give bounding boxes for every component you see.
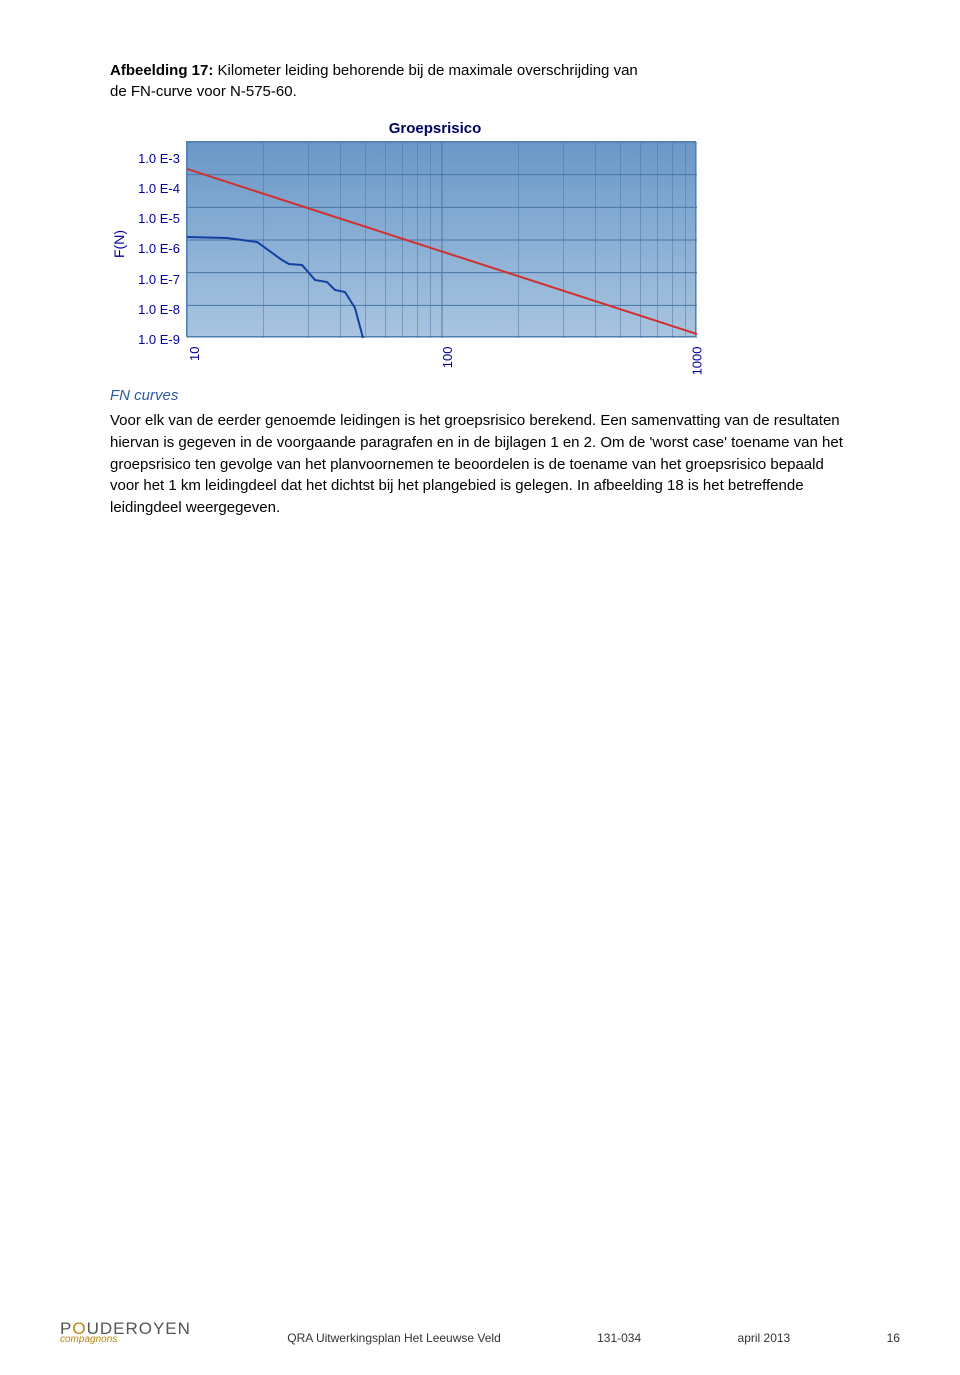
ytick: 1.0 E-9 <box>128 332 180 347</box>
figure-caption: Afbeelding 17: Kilometer leiding behoren… <box>110 60 850 102</box>
caption-text2: de FN-curve voor N-575-60. <box>110 83 297 100</box>
footer-page-num: 16 <box>887 1331 900 1345</box>
footer-doc-date: april 2013 <box>738 1331 791 1345</box>
footer-doc-title: QRA Uitwerkingsplan Het Leeuwse Veld <box>287 1331 500 1345</box>
caption-text1: Kilometer leiding behorende bij de maxim… <box>213 62 637 79</box>
logo-sub: compagnons <box>60 1335 191 1345</box>
chart-title: Groepsrisico <box>150 120 720 137</box>
ytick: 1.0 E-6 <box>128 241 180 256</box>
ytick: 1.0 E-5 <box>128 211 180 226</box>
chart-ylabel: F(N) <box>111 240 127 258</box>
ytick: 1.0 E-3 <box>128 151 180 166</box>
logo: POUDEROYEN compagnons <box>60 1320 191 1345</box>
ytick: 1.0 E-4 <box>128 181 180 196</box>
chart-yticks: 1.0 E-3 1.0 E-4 1.0 E-5 1.0 E-6 1.0 E-7 … <box>128 151 186 347</box>
xtick: 1000 <box>689 347 704 376</box>
chart-plot-area <box>186 141 696 337</box>
xtick: 100 <box>440 347 455 369</box>
footer-doc-num: 131-034 <box>597 1331 641 1345</box>
ytick: 1.0 E-7 <box>128 272 180 287</box>
caption-label: Afbeelding 17: <box>110 62 213 79</box>
page-footer: POUDEROYEN compagnons QRA Uitwerkingspla… <box>0 1320 960 1345</box>
ytick: 1.0 E-8 <box>128 302 180 317</box>
xtick: 10 <box>187 347 202 361</box>
fn-chart: Groepsrisico F(N) 1.0 E-3 1.0 E-4 1.0 E-… <box>110 120 720 357</box>
section-heading: FN curves <box>110 387 850 404</box>
body-paragraph: Voor elk van de eerder genoemde leidinge… <box>110 410 850 519</box>
chart-svg <box>187 142 697 338</box>
chart-xticks: 10 100 1000 <box>186 337 696 357</box>
